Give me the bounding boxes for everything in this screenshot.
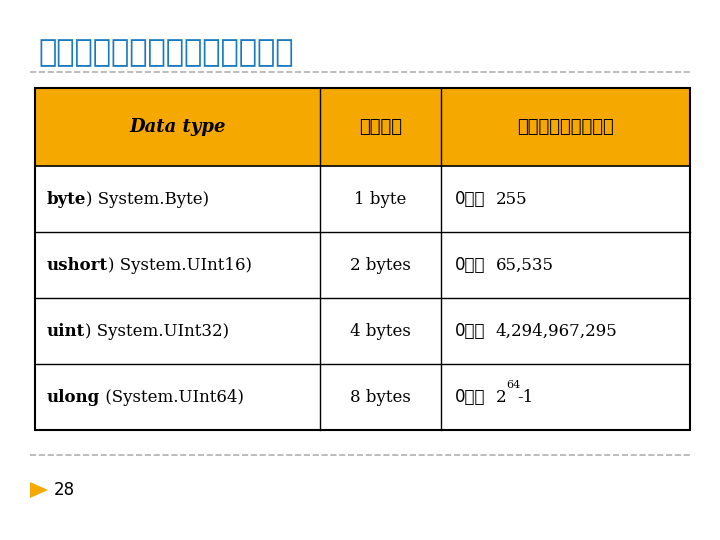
Text: uint: uint xyxy=(47,322,85,340)
Text: 65,535: 65,535 xyxy=(495,256,554,273)
Text: Data type: Data type xyxy=(129,118,225,136)
Text: byte: byte xyxy=(47,191,86,207)
Text: -1: -1 xyxy=(517,388,534,406)
Text: 0ถง: 0ถง xyxy=(455,190,485,208)
Text: ขนาด: ขนาด xyxy=(359,118,402,136)
Text: ushort: ushort xyxy=(47,256,108,273)
Text: 64: 64 xyxy=(506,380,521,390)
Text: 0ถง: 0ถง xyxy=(455,388,485,406)
Text: 4 bytes: 4 bytes xyxy=(350,322,411,340)
Text: 28: 28 xyxy=(54,481,75,499)
Bar xyxy=(35,88,690,166)
Text: เลขจำนวนเตมบวก: เลขจำนวนเตมบวก xyxy=(38,38,294,67)
Text: ) System.UInt16): ) System.UInt16) xyxy=(108,256,252,273)
Text: คาของขอมล: คาของขอมล xyxy=(517,118,614,136)
Text: 0ถง: 0ถง xyxy=(455,256,485,274)
Polygon shape xyxy=(30,482,48,498)
Text: 255: 255 xyxy=(495,191,527,207)
Text: ) System.Byte): ) System.Byte) xyxy=(86,191,210,207)
Text: (System.UInt64): (System.UInt64) xyxy=(100,388,244,406)
Text: 2 bytes: 2 bytes xyxy=(350,256,411,273)
Text: ) System.UInt32): ) System.UInt32) xyxy=(85,322,230,340)
Text: 8 bytes: 8 bytes xyxy=(350,388,411,406)
Bar xyxy=(35,88,690,430)
Text: 0ถง: 0ถง xyxy=(455,322,485,340)
Text: 1 byte: 1 byte xyxy=(354,191,407,207)
Text: 4,294,967,295: 4,294,967,295 xyxy=(495,322,617,340)
Text: 2: 2 xyxy=(495,388,506,406)
Text: ulong: ulong xyxy=(47,388,100,406)
